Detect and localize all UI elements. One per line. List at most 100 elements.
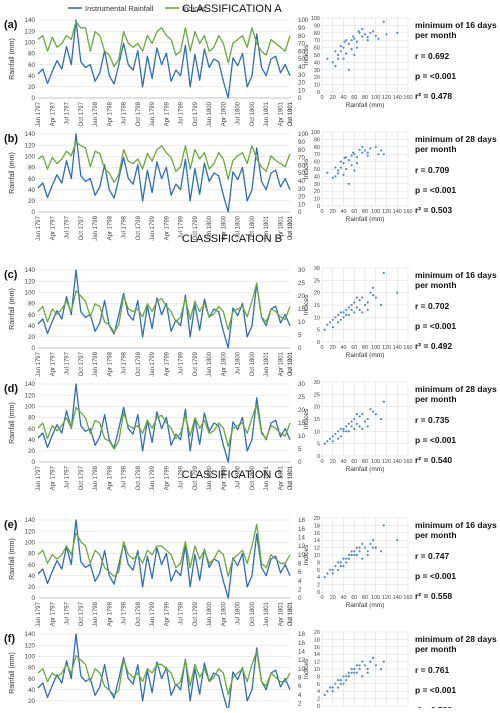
scatter-point — [361, 557, 364, 560]
x-tick-label: Oct 1799 — [193, 601, 199, 626]
y2-tick-label: 50 — [298, 56, 305, 63]
scatter-point — [342, 557, 345, 560]
scatter-y-tick-label: 30 — [314, 266, 320, 272]
panel-label: (d) — [4, 383, 18, 395]
scatter-point — [363, 303, 367, 307]
scatter-plot: 02468101214161820020406080100120140160Ra… — [303, 630, 413, 713]
scatter-point — [342, 565, 345, 568]
scatter-point — [331, 61, 334, 64]
scatter-point — [366, 667, 369, 671]
scatter-x-tick-label: 40 — [340, 209, 346, 215]
x-tick-label: Jan 1799 — [150, 351, 156, 376]
scatter-x-tick-label: 120 — [382, 595, 391, 601]
panel-label: (a) — [4, 19, 18, 31]
scatter-point — [343, 40, 346, 43]
scatter-y-tick-label: 0 — [317, 90, 320, 96]
x-tick-label: Apr 1801 — [278, 601, 284, 626]
scatter-y-axis-label: Indices — [303, 158, 310, 179]
scatter-y-tick-label: 70 — [314, 152, 320, 158]
scatter-point — [337, 172, 340, 175]
y-tick-label: 0 — [32, 595, 36, 602]
series-line-indices — [37, 404, 291, 450]
scatter-point — [342, 311, 345, 314]
x-tick-label: Apr 1801 — [278, 351, 284, 376]
scatter-point — [372, 546, 375, 549]
scatter-point — [342, 173, 345, 176]
legend-label-rainfall: Instrumental Rainfall — [85, 4, 154, 13]
scatter-point — [369, 660, 372, 663]
scatter-point — [350, 303, 353, 307]
y-tick-label: 140 — [25, 381, 36, 388]
scatter-point — [363, 664, 367, 667]
scatter-point — [350, 550, 353, 553]
scatter-point — [372, 539, 375, 542]
scatter-point — [342, 682, 345, 685]
panel-label: (b) — [4, 133, 18, 145]
scatter-y-tick-label: 14 — [314, 652, 320, 658]
scatter-x-tick-label: 80 — [362, 595, 368, 601]
scatter-y-tick-label: 20 — [314, 630, 320, 636]
scatter-point — [361, 35, 364, 38]
x-tick-label: Apr 1799 — [164, 465, 170, 490]
stats-r2: r² = 0.558 — [415, 591, 452, 601]
scatter-point — [355, 671, 358, 674]
y-tick-label: 60 — [28, 62, 35, 69]
scatter-x-tick-label: 0 — [320, 209, 323, 215]
x-tick-label: Oct 1800 — [250, 351, 256, 376]
x-tick-label: Oct 1799 — [193, 101, 199, 126]
stats-p: p = <0.001 — [415, 321, 456, 331]
scatter-x-axis-label: Rainfall (mm) — [346, 216, 385, 223]
scatter-x-tick-label: 140 — [393, 209, 402, 215]
x-tick-label: Jan 1800 — [207, 215, 213, 240]
x-tick-label: Oct 1799 — [193, 351, 199, 376]
y2-tick-label: 0 — [298, 345, 302, 352]
scatter-point — [358, 299, 361, 302]
scatter-point — [339, 565, 342, 568]
scatter-point — [337, 561, 340, 564]
scatter-point — [366, 671, 369, 674]
y2-tick-label: 0 — [298, 459, 302, 466]
scatter-point — [382, 400, 385, 403]
scatter-y-tick-label: 8 — [317, 674, 320, 680]
x-tick-label: Jan 1797 — [36, 601, 42, 626]
scatter-x-tick-label: 100 — [371, 459, 380, 465]
x-tick-label: Jan 1797 — [36, 215, 42, 240]
scatter-x-tick-label: 20 — [330, 459, 336, 465]
scatter-point — [342, 316, 345, 319]
x-tick-label: Jan 1801 — [264, 215, 270, 240]
y-axis-label: Rainfall (mm) — [9, 288, 16, 330]
scatter-y-tick-label: 20 — [314, 291, 320, 297]
scatter-point — [396, 539, 399, 542]
scatter-point — [339, 318, 342, 321]
scatter-point — [366, 301, 369, 304]
scatter-point — [358, 148, 361, 151]
scatter-y-tick-label: 0 — [317, 704, 320, 708]
scatter-y-tick-label: 0 — [317, 454, 320, 460]
scatter-point — [366, 417, 369, 421]
scatter-point — [355, 296, 358, 299]
x-tick-label: Oct 1801 — [288, 215, 294, 240]
scatter-x-axis-label: Rainfall (mm) — [346, 602, 385, 609]
y-tick-label: 0 — [32, 345, 36, 352]
x-tick-label: Jul 1797 — [65, 101, 71, 124]
x-tick-label: Apr 1798 — [107, 465, 113, 490]
scatter-point — [345, 313, 348, 316]
scatter-y-tick-label: 20 — [314, 405, 320, 411]
x-tick-label: Jul 1799 — [179, 215, 185, 238]
scatter-point — [326, 690, 329, 693]
scatter-point — [339, 679, 342, 682]
scatter-point — [358, 546, 361, 549]
scatter-point — [361, 28, 364, 31]
scatter-x-tick-label: 100 — [371, 345, 380, 351]
stats-title-line1: minimum of 16 days — [415, 270, 497, 280]
scatter-point — [334, 316, 337, 319]
scatter-point — [369, 147, 372, 150]
y-tick-label: 100 — [25, 653, 36, 660]
scatter-x-tick-label: 60 — [351, 209, 357, 215]
scatter-point — [366, 550, 369, 553]
scatter-point — [382, 20, 385, 23]
scatter-point — [353, 553, 356, 557]
